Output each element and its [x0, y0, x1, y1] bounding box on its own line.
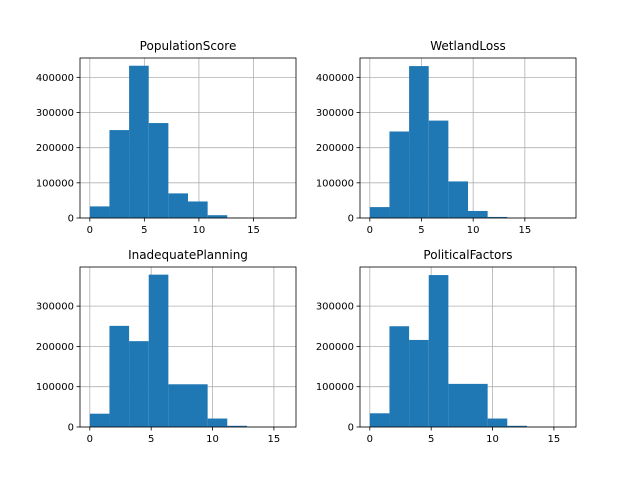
histogram-bar-5 — [168, 193, 188, 218]
x-tick-label: 10 — [486, 434, 499, 445]
histogram-bar-3 — [409, 339, 429, 427]
y-tick-label: 100000 — [316, 178, 354, 189]
x-tick-label: 15 — [247, 225, 260, 236]
x-tick-label: 15 — [548, 434, 561, 445]
x-tick-label: 0 — [87, 225, 93, 236]
subplot-2: 0 5 10 15 0 100000 200000 300000 400000 WetlandLo… — [316, 39, 577, 236]
y-tick-label: 200000 — [36, 143, 74, 154]
y-tick-label: 200000 — [36, 342, 74, 353]
histogram-bar-7 — [207, 215, 228, 218]
subplot-4: 0 5 10 15 0 100000 200000 300000 PoliticalFactor… — [316, 248, 577, 445]
histogram-bar-1 — [369, 207, 390, 218]
subplot-title: InadequatePlanning — [128, 248, 248, 262]
x-tick-label: 0 — [367, 225, 373, 236]
y-tick-label: 100000 — [36, 178, 74, 189]
x-tick-label: 5 — [418, 225, 424, 236]
axes-frame — [359, 266, 577, 428]
y-tick-label: 200000 — [316, 342, 354, 353]
histogram-bar-5 — [448, 181, 468, 218]
histogram-bar-4 — [148, 123, 169, 218]
histogram-bar-8 — [227, 425, 247, 427]
histogram-bar-4 — [148, 274, 169, 427]
y-tick-label: 0 — [68, 214, 74, 225]
histogram-bar-1 — [89, 206, 110, 218]
x-tick-label: 0 — [87, 434, 93, 445]
histogram-bar-7 — [487, 418, 508, 427]
histogram-bar-2 — [389, 131, 410, 218]
subplot-title: PopulationScore — [140, 39, 237, 53]
x-tick-label: 0 — [367, 434, 373, 445]
y-tick-label: 400000 — [316, 73, 354, 84]
subplot-3: 0 5 10 15 0 100000 200000 300000 InadequatePlann… — [36, 248, 297, 445]
x-tick-label: 5 — [141, 225, 147, 236]
axes-frame — [79, 57, 297, 219]
histogram-bar-1 — [369, 413, 390, 427]
histogram-bar-4 — [428, 275, 449, 427]
histogram-bar-3 — [129, 65, 149, 218]
histogram-bar-2 — [109, 130, 130, 218]
y-tick-label: 0 — [348, 423, 354, 434]
histogram-bar-5 — [168, 384, 188, 427]
axes-frame — [359, 57, 577, 219]
y-tick-label: 400000 — [36, 73, 74, 84]
x-tick-label: 15 — [518, 225, 531, 236]
x-tick-label: 10 — [206, 434, 219, 445]
y-tick-label: 100000 — [316, 382, 354, 393]
subplot-title: WetlandLoss — [430, 39, 505, 53]
histogram-bar-2 — [389, 326, 410, 427]
histogram-bar-6 — [188, 384, 208, 427]
y-tick-label: 0 — [68, 423, 74, 434]
y-tick-label: 100000 — [36, 382, 74, 393]
y-tick-label: 0 — [348, 214, 354, 225]
histogram-bar-6 — [468, 210, 488, 218]
histogram-bar-3 — [409, 66, 429, 218]
y-tick-label: 300000 — [36, 302, 74, 313]
histogram-bar-6 — [188, 201, 208, 218]
y-tick-label: 300000 — [316, 108, 354, 119]
axes-frame — [79, 266, 297, 428]
y-tick-label: 300000 — [36, 108, 74, 119]
x-tick-label: 5 — [428, 434, 434, 445]
histogram-bar-6 — [468, 383, 488, 427]
x-tick-label: 5 — [148, 434, 154, 445]
histogram-bar-5 — [448, 383, 468, 427]
histogram-bar-8 — [507, 425, 527, 427]
histogram-bar-4 — [428, 120, 449, 218]
histogram-bar-7 — [487, 216, 508, 218]
subplot-1: 0 5 10 15 0 100000 200000 300000 400000 Populatio… — [36, 39, 297, 236]
y-tick-label: 300000 — [316, 302, 354, 313]
subplot-title: PoliticalFactors — [423, 248, 512, 262]
x-tick-label: 10 — [193, 225, 206, 236]
histogram-bar-3 — [129, 341, 149, 427]
x-tick-label: 15 — [268, 434, 281, 445]
histogram-bar-7 — [207, 418, 228, 427]
y-tick-label: 200000 — [316, 143, 354, 154]
histogram-bar-1 — [89, 413, 110, 427]
histogram-bar-2 — [109, 325, 130, 427]
x-tick-label: 10 — [467, 225, 480, 236]
